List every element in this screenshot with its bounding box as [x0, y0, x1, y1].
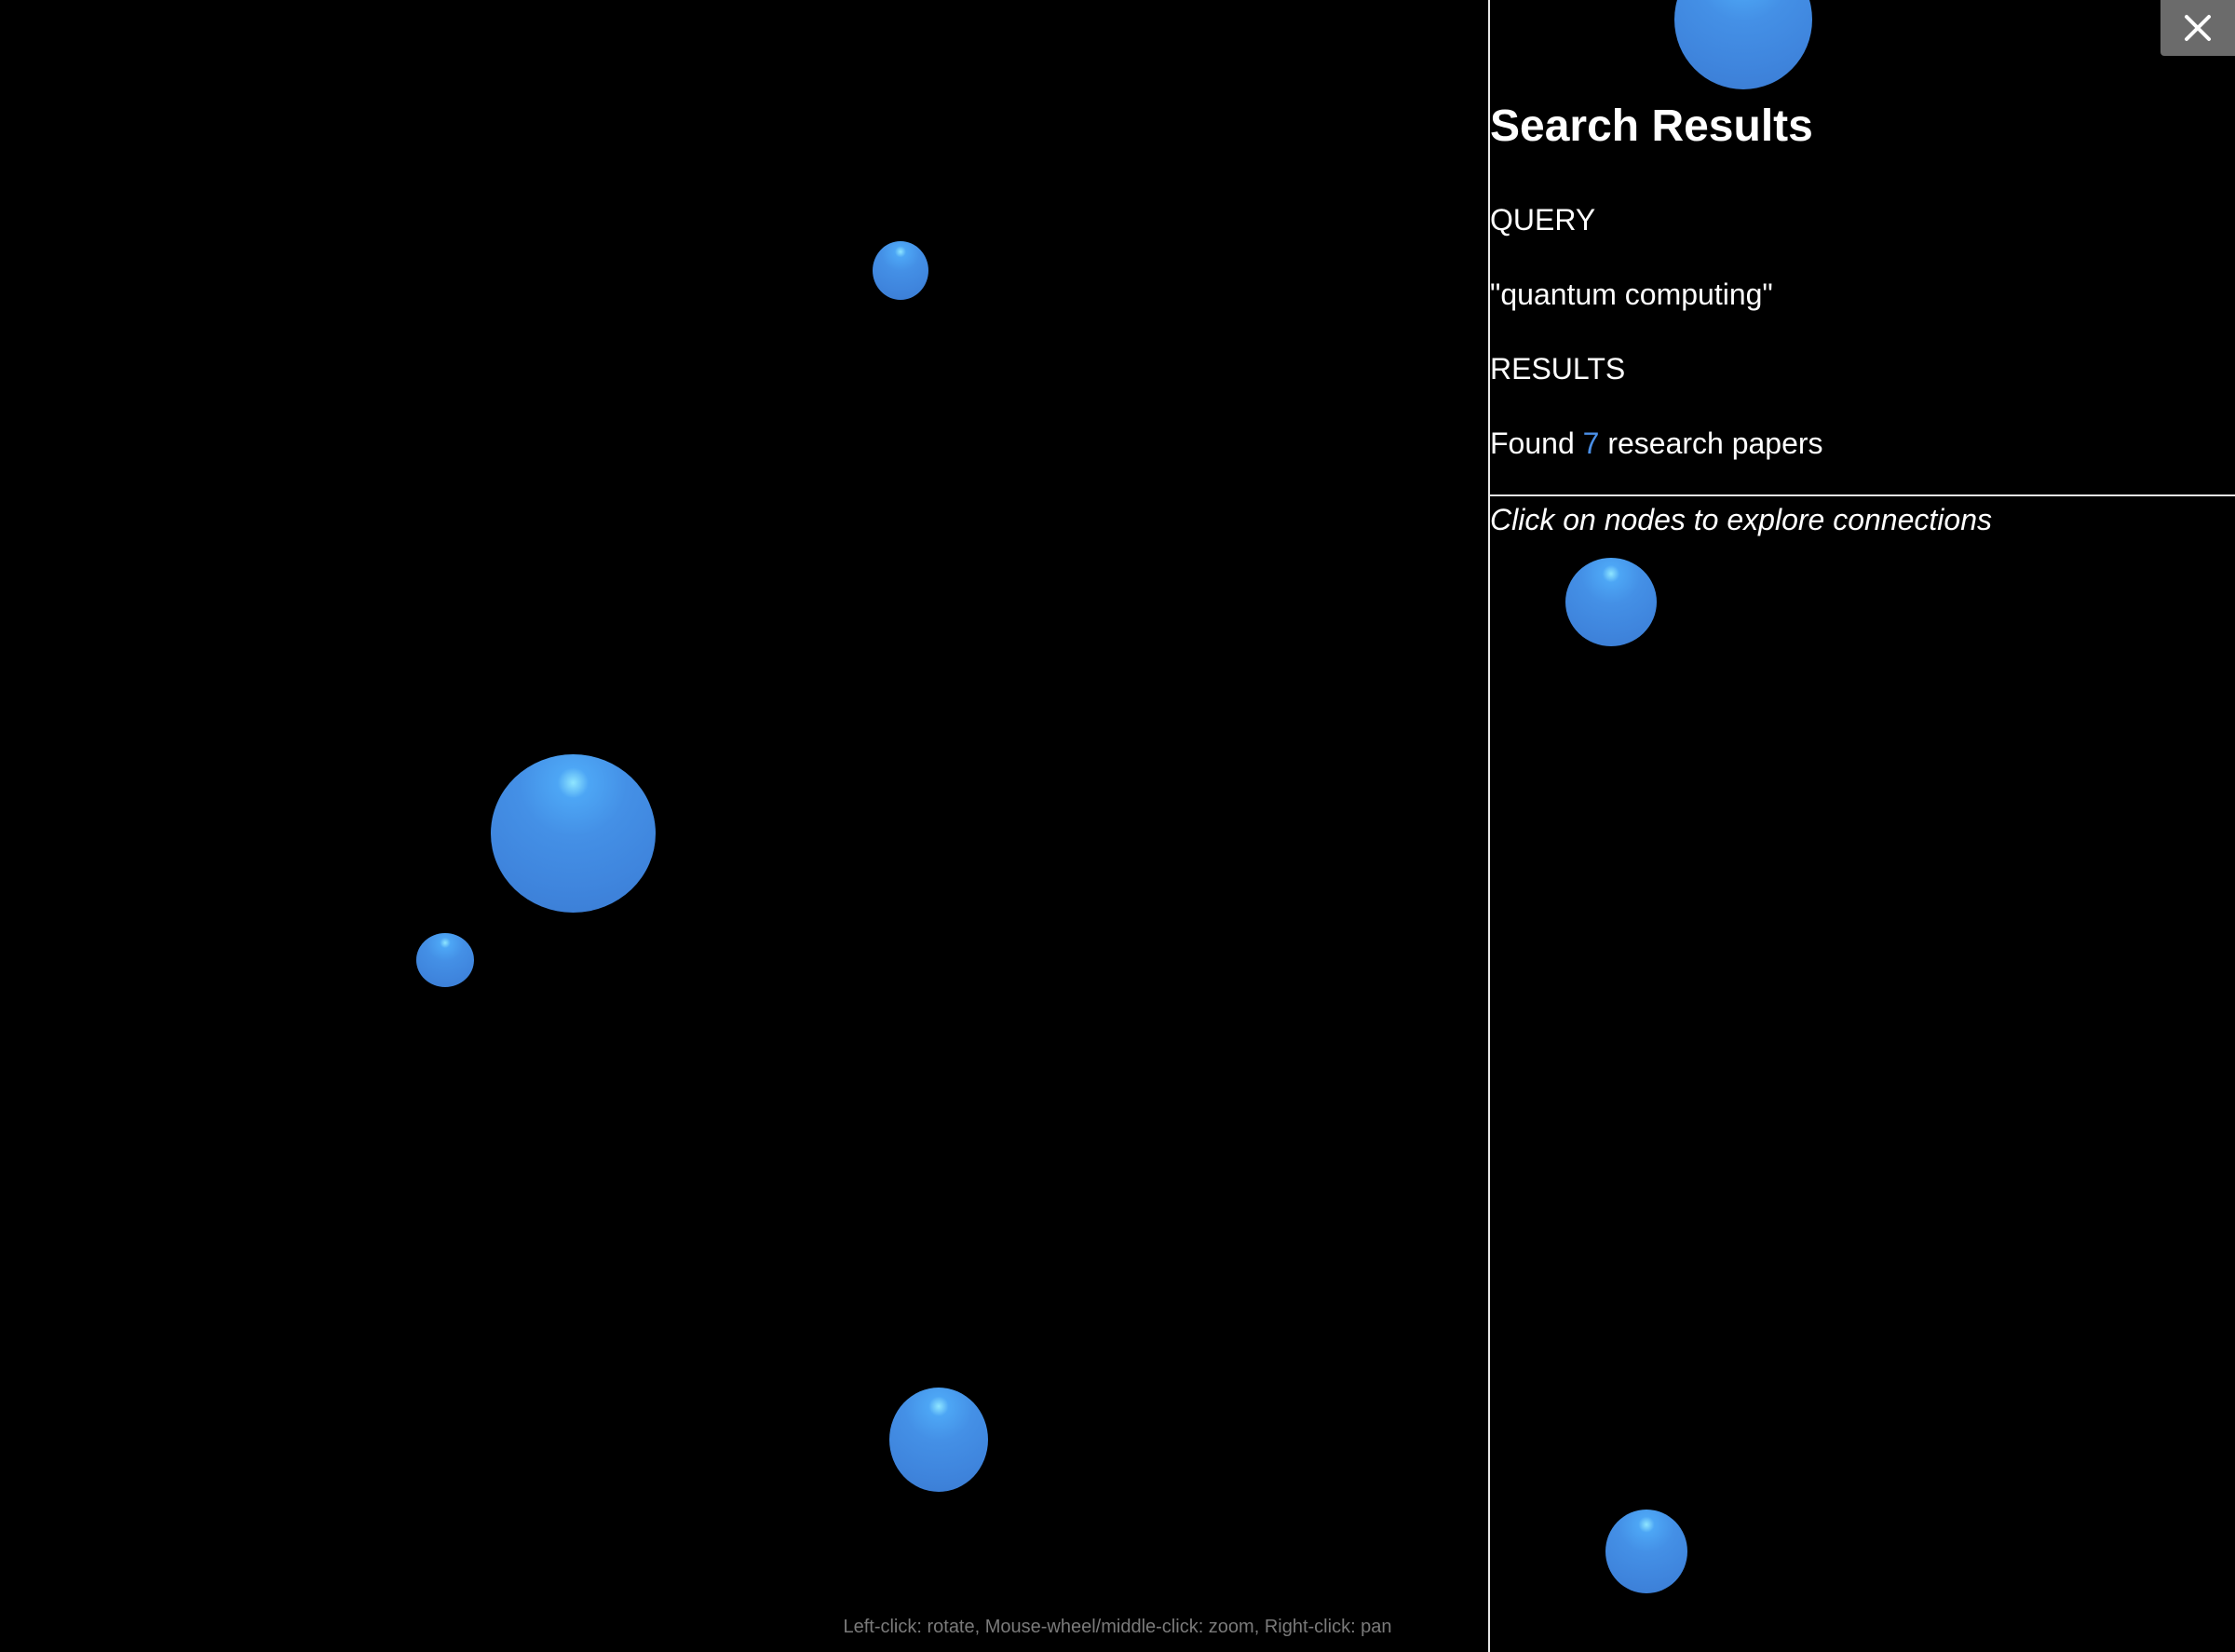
results-label: RESULTS [1490, 352, 1626, 386]
graph-node[interactable] [889, 1388, 988, 1492]
close-button[interactable] [2160, 0, 2235, 56]
results-count: 7 [1582, 427, 1600, 460]
search-results-panel: Search Results QUERY "quantum computing"… [1490, 0, 2235, 1652]
graph-node[interactable] [1605, 1510, 1687, 1593]
explore-hint: Click on nodes to explore connections [1490, 503, 1992, 536]
graph-node[interactable] [491, 754, 656, 913]
graph-node[interactable] [416, 933, 474, 987]
query-value: "quantum computing" [1490, 278, 1773, 311]
controls-hint: Left-click: rotate, Mouse-wheel/middle-c… [843, 1617, 1392, 1637]
panel-divider [1488, 0, 1490, 1652]
graph-node[interactable] [1565, 558, 1657, 646]
close-icon [2185, 15, 2211, 41]
results-summary: Found 7 research papers [1490, 427, 1823, 461]
results-prefix: Found [1490, 427, 1575, 460]
query-label: QUERY [1490, 203, 1596, 237]
results-suffix: research papers [1607, 427, 1823, 460]
panel-separator [1490, 494, 2235, 496]
graph-node[interactable] [873, 241, 928, 300]
panel-title: Search Results [1490, 102, 1813, 151]
